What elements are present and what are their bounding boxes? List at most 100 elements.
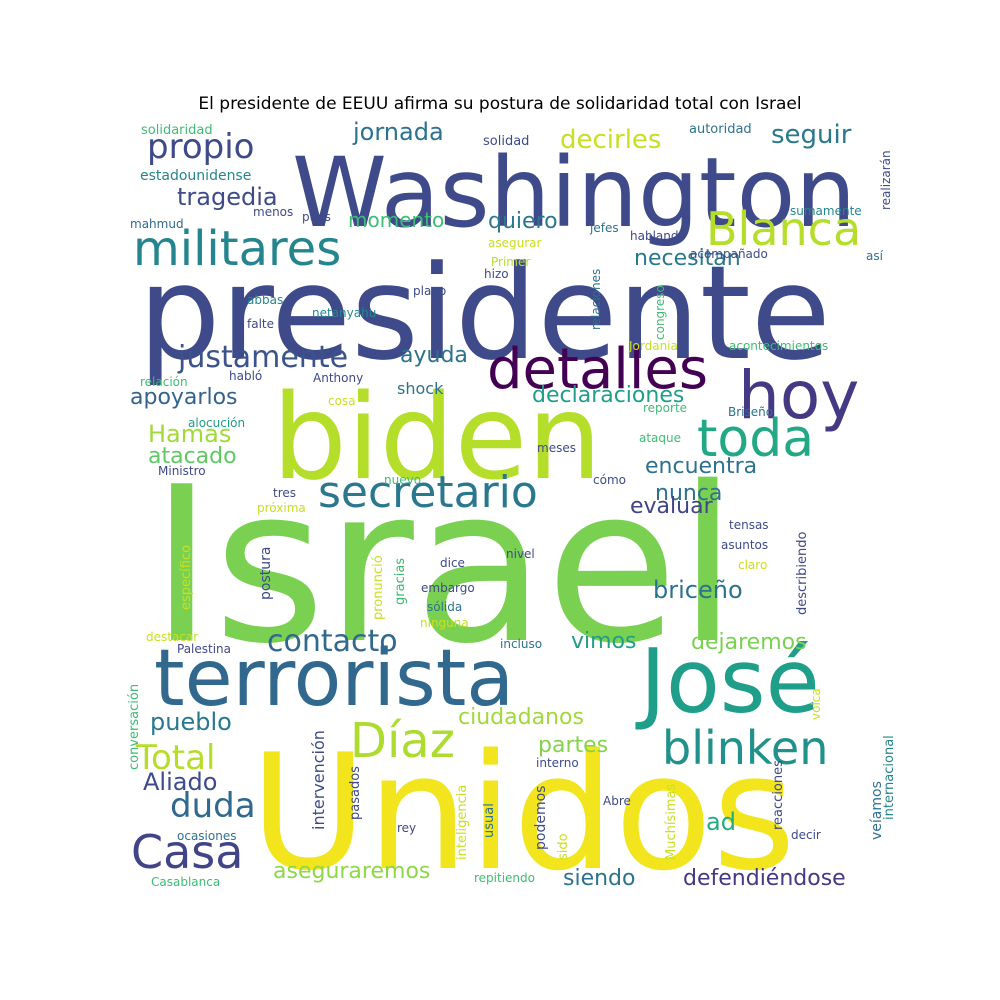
word-53: mahmud xyxy=(130,217,184,231)
word-71: acontecimientos xyxy=(729,339,828,353)
word-76: reporte xyxy=(643,401,687,415)
word-3: biden xyxy=(272,368,602,506)
word-36: briceño xyxy=(653,576,743,604)
word-24: tragedia xyxy=(177,183,278,211)
word-22: decirles xyxy=(560,125,661,155)
word-44: siendo xyxy=(563,866,635,891)
word-45: defendiéndose xyxy=(683,866,846,891)
word-59: hablando xyxy=(630,229,686,243)
word-35: evaluar xyxy=(630,494,714,519)
word-116: decir xyxy=(791,828,821,842)
word-67: netanyahu xyxy=(312,306,376,320)
word-109: inteligencia xyxy=(455,785,470,860)
word-111: podemos xyxy=(533,786,549,850)
word-25: momento xyxy=(348,208,444,232)
word-7: militares xyxy=(133,221,341,277)
word-9: detalles xyxy=(487,337,708,402)
word-106: interno xyxy=(536,756,579,770)
word-81: Ministro xyxy=(158,464,206,478)
chart-title: El presidente de EEUU afirma su postura … xyxy=(198,94,802,114)
word-5: terrorista xyxy=(154,634,514,724)
word-0: Israel xyxy=(150,440,738,691)
word-32: atacado xyxy=(148,444,237,469)
word-30: declaraciones xyxy=(532,383,684,408)
word-39: pueblo xyxy=(150,708,232,736)
word-78: Briseño xyxy=(728,405,773,419)
word-62: así xyxy=(866,249,884,263)
word-100: destacar xyxy=(146,630,198,644)
word-115: veíamos xyxy=(869,781,885,840)
word-48: estadounidense xyxy=(140,168,251,184)
word-68: relaciones xyxy=(589,269,603,330)
word-104: volca xyxy=(809,688,823,720)
word-101: Palestina xyxy=(177,642,231,656)
word-65: abbas xyxy=(247,293,283,307)
word-4: Washington xyxy=(292,137,856,249)
word-110: usual xyxy=(482,803,497,838)
word-85: próxima xyxy=(257,501,306,515)
word-90: claro xyxy=(738,558,767,572)
word-108: pasados xyxy=(348,766,363,820)
word-86: tensas xyxy=(729,518,769,532)
word-14: Díaz xyxy=(350,713,455,769)
word-8: hoy xyxy=(738,357,859,434)
word-13: blinken xyxy=(662,721,828,775)
word-18: Total xyxy=(135,738,215,778)
word-63: hizo xyxy=(484,267,509,281)
word-34: nunca xyxy=(655,481,722,506)
word-55: pues xyxy=(302,210,331,224)
word-112: sido xyxy=(556,833,571,860)
word-97: pronunció xyxy=(371,555,386,620)
word-95: postura xyxy=(258,547,274,600)
word-103: intervención xyxy=(309,730,328,830)
word-89: nivel xyxy=(506,547,535,561)
word-73: habló xyxy=(229,369,262,383)
word-57: sumamente xyxy=(790,204,862,218)
word-23: jornada xyxy=(352,118,444,146)
word-118: ocasiones xyxy=(177,829,236,843)
word-120: repitiendo xyxy=(474,871,535,885)
word-54: menos xyxy=(253,205,293,219)
word-87: asuntos xyxy=(721,538,768,552)
word-93: ninguna xyxy=(420,616,469,630)
word-11: toda xyxy=(697,409,814,469)
word-46: ad xyxy=(706,808,736,836)
word-60: Primer xyxy=(491,255,530,269)
word-75: cosa xyxy=(328,394,356,408)
word-98: gracias xyxy=(393,558,408,605)
word-37: vimos xyxy=(571,629,636,654)
word-41: ciudadanos xyxy=(458,705,584,730)
word-15: Casa xyxy=(131,825,243,879)
word-49: solidaridad xyxy=(141,123,213,138)
word-6: José xyxy=(635,630,820,733)
word-38: dejaremos xyxy=(691,630,807,655)
word-114: Abre xyxy=(603,794,631,808)
word-117: rey xyxy=(397,821,416,835)
word-43: aseguraremos xyxy=(273,859,430,884)
word-91: embargo xyxy=(421,581,475,595)
word-92: sólida xyxy=(427,600,462,614)
word-99: describiendo xyxy=(795,532,810,615)
word-10: secretario xyxy=(318,467,538,518)
word-102: conversación xyxy=(127,684,142,770)
word-74: Anthony xyxy=(313,371,363,385)
word-113: Muchísimas xyxy=(664,784,679,860)
word-82: nuevo xyxy=(384,473,421,487)
word-72: relación xyxy=(140,375,188,389)
word-26: quiero xyxy=(488,209,558,234)
word-61: acompañado xyxy=(690,247,768,261)
word-21: seguir xyxy=(771,120,852,150)
word-19: duda xyxy=(170,786,256,826)
word-47: shock xyxy=(397,379,444,398)
word-58: asegurar xyxy=(488,236,541,250)
word-119: Casablanca xyxy=(151,875,220,889)
word-20: propio xyxy=(147,127,254,167)
word-66: falte xyxy=(247,317,274,331)
word-80: meses xyxy=(537,441,576,455)
word-17: contacto xyxy=(267,624,398,659)
word-77: alocución xyxy=(188,416,245,430)
word-83: cómo xyxy=(593,473,626,487)
word-51: autoridad xyxy=(689,122,752,137)
word-96: específico xyxy=(179,545,194,610)
word-69: congreso xyxy=(653,285,667,340)
